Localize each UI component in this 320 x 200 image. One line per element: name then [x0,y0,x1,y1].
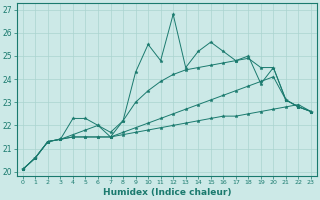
X-axis label: Humidex (Indice chaleur): Humidex (Indice chaleur) [103,188,231,197]
